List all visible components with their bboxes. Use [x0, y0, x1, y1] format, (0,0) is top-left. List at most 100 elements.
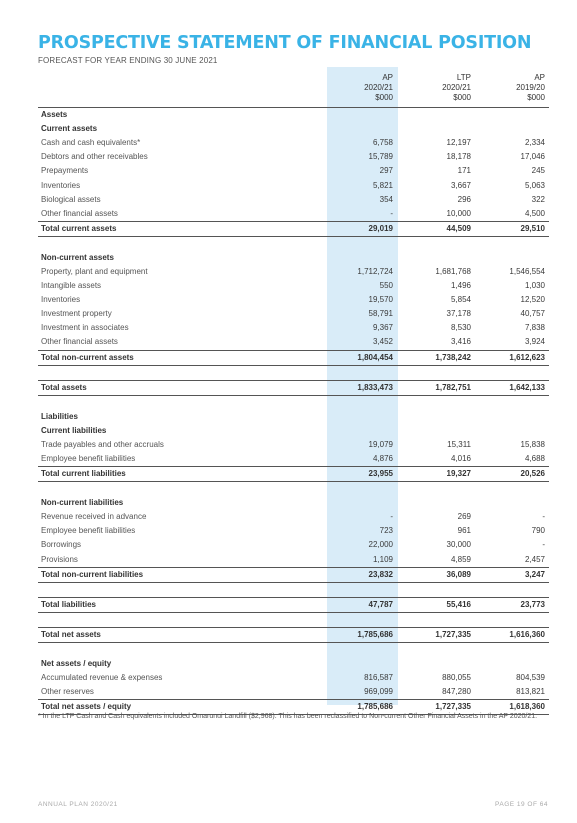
value-cell: 1,681,768 — [435, 266, 471, 276]
value-cell: 1,712,724 — [357, 266, 393, 276]
value-cell: 12,520 — [520, 295, 545, 305]
table-row: Other financial assets -10,000 4,500 — [38, 206, 549, 222]
empty-cell — [475, 482, 549, 497]
table-row: Other reserves 969,099 847,280 813,821 — [38, 685, 549, 701]
row-label: Current liabilities — [41, 425, 107, 435]
table-row: Total non-current assets 1,804,454 1,738,2… — [38, 349, 549, 366]
empty-cell — [401, 642, 475, 657]
row-label: Investment property — [41, 309, 112, 319]
value-cell: 1,785,686 — [327, 699, 401, 716]
row-label: Prepayments — [41, 166, 89, 176]
empty-cell — [327, 482, 401, 497]
row-label: Total current assets — [38, 220, 327, 237]
value-cell: 3,247 — [475, 566, 549, 583]
value-cell: 961 — [457, 526, 471, 536]
row-label: Other reserves — [38, 685, 327, 701]
value-cell: 354 — [379, 194, 393, 204]
table-row: Revenue received in advance - 269 - — [38, 510, 549, 524]
value-cell: 5,854 — [450, 295, 471, 305]
empty-cell — [401, 236, 475, 251]
table-row: Debtors and other receivables 15,789 18,17… — [38, 150, 549, 164]
empty-cell — [327, 251, 401, 265]
empty-cell — [401, 410, 475, 424]
empty-cell — [327, 642, 401, 657]
table-row: Total current liabilities 23,955 19,327 20,… — [38, 466, 549, 483]
value-cell: 36,089 — [401, 566, 475, 583]
empty-cell — [327, 657, 401, 671]
empty-cell — [475, 657, 549, 671]
column-header-line: $000 — [527, 93, 545, 102]
row-label: Debtors and other receivables — [41, 152, 148, 162]
empty-cell — [327, 365, 401, 380]
value-cell: - — [327, 206, 401, 222]
table-row: Prepayments 297 171 245 — [38, 164, 549, 178]
empty-cell — [327, 108, 401, 123]
value-cell: 3,667 — [450, 180, 471, 190]
row-label: Employee benefit liabilities — [41, 526, 136, 536]
table-row: Non-current assets — [38, 251, 549, 265]
row-label: Borrowings — [41, 540, 82, 550]
empty-cell — [327, 236, 401, 251]
empty-cell — [475, 642, 549, 657]
empty-cell — [475, 108, 549, 123]
footer-document-name: ANNUAL PLAN 2020/21 — [38, 801, 118, 808]
value-cell: - — [542, 512, 545, 522]
table-row: Intangible assets 550 1,496 1,030 — [38, 279, 549, 293]
table-row: Inventories 19,570 5,854 12,520 — [38, 293, 549, 307]
row-label: Total current liabilities — [38, 466, 327, 483]
value-cell: - — [390, 512, 393, 522]
row-label: Intangible assets — [41, 281, 102, 291]
spacer-row — [38, 236, 549, 251]
column-header-line: $000 — [375, 93, 393, 102]
row-label: Current assets — [41, 124, 98, 134]
value-cell: 1,804,454 — [327, 349, 401, 366]
value-cell: - — [542, 540, 545, 550]
table-row: Total net assets 1,785,686 1,727,335 1,616,… — [38, 626, 549, 643]
value-cell: 1,030 — [524, 281, 545, 291]
table-row: Provisions 1,109 4,859 2,457 — [38, 552, 549, 568]
row-label: Other financial assets — [38, 335, 327, 351]
table-row: Cash and cash equivalents* 6,758 12,197 2,3… — [38, 136, 549, 150]
value-cell: 4,500 — [475, 206, 549, 222]
table-row: Current liabilities — [38, 424, 549, 438]
column-header-line: 2020/21 — [442, 83, 471, 92]
page-subtitle: FORECAST FOR YEAR ENDING 30 JUNE 2021 — [38, 56, 218, 65]
row-label: Assets — [41, 110, 68, 120]
empty-cell — [475, 365, 549, 380]
value-cell: 723 — [379, 526, 393, 536]
value-cell: 847,280 — [401, 685, 475, 701]
value-cell: 23,773 — [475, 596, 549, 613]
empty-cell — [401, 108, 475, 123]
value-cell: 7,838 — [524, 323, 545, 333]
value-cell: 55,416 — [401, 596, 475, 613]
value-cell: 8,530 — [450, 323, 471, 333]
page-title: PROSPECTIVE STATEMENT OF FINANCIAL POSIT… — [38, 33, 532, 53]
value-cell: 1,833,473 — [327, 379, 401, 396]
column-header-line: AP — [534, 73, 545, 82]
value-cell: 816,587 — [364, 673, 393, 683]
empty-cell — [475, 236, 549, 251]
empty-cell — [401, 657, 475, 671]
value-cell: 3,924 — [475, 335, 549, 351]
row-label: Revenue received in advance — [41, 512, 147, 522]
table-row: Biological assets 354 296 322 — [38, 193, 549, 207]
empty-cell — [401, 365, 475, 380]
row-label: Biological assets — [41, 194, 101, 204]
empty-cell — [401, 251, 475, 265]
value-cell: 20,526 — [475, 466, 549, 483]
value-cell: 17,046 — [520, 152, 545, 162]
column-header-line: 2020/21 — [364, 83, 393, 92]
value-cell: 269 — [457, 512, 471, 522]
value-cell: 1,546,554 — [509, 266, 545, 276]
table-row: Liabilities — [38, 410, 549, 424]
row-label: Total net assets — [38, 626, 327, 643]
empty-cell — [475, 582, 549, 597]
value-cell: 880,055 — [442, 673, 471, 683]
table-row: Borrowings 22,000 30,000 - — [38, 538, 549, 552]
value-cell: 1,782,751 — [401, 379, 475, 396]
table-row: Property, plant and equipment 1,712,724 1,… — [38, 265, 549, 279]
spacer-row — [38, 482, 549, 497]
spacer-cell — [38, 482, 327, 497]
row-label: Cash and cash equivalents* — [41, 138, 141, 148]
spacer-cell — [38, 236, 327, 251]
